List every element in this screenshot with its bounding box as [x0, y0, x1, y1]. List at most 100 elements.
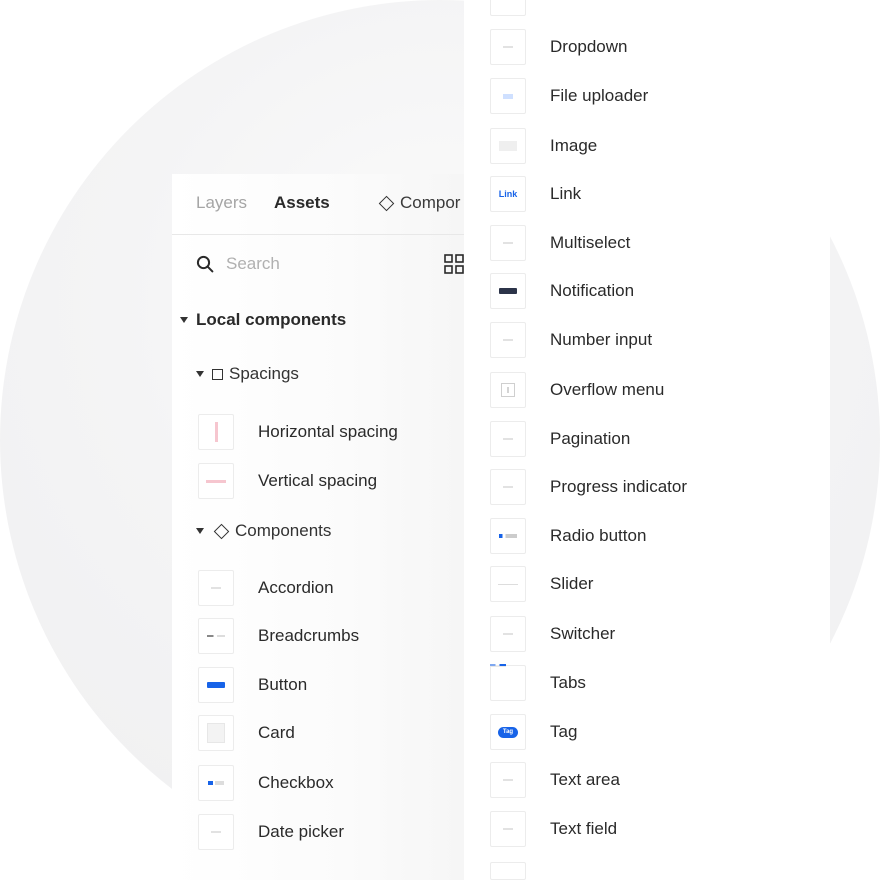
- search-icon: [196, 255, 214, 273]
- asset-item-date-picker[interactable]: Date picker: [198, 813, 344, 851]
- spacings-group-header[interactable]: Spacings: [196, 363, 299, 385]
- accordion-thumbnail: [198, 570, 234, 606]
- tabs-thumbnail: [490, 664, 526, 701]
- asset-item-number-input[interactable]: Number input: [490, 321, 652, 359]
- asset-item-label: Date picker: [258, 822, 344, 841]
- slider-thumbnail: [490, 566, 526, 602]
- asset-item-label: Tag: [550, 722, 578, 741]
- card-thumbnail: [198, 715, 234, 751]
- multiselect-thumbnail: [490, 225, 526, 261]
- local-components-header[interactable]: Local components: [180, 309, 346, 331]
- asset-item-image[interactable]: Image: [490, 127, 597, 165]
- overflow-menu-thumbnail: [490, 372, 526, 408]
- pagination-thumbnail: [490, 421, 526, 457]
- component-diamond-icon: [378, 195, 395, 211]
- asset-item-label: Card: [258, 723, 295, 742]
- asset-item-label: Horizontal spacing: [258, 422, 398, 441]
- asset-item-notification[interactable]: Notification: [490, 272, 634, 310]
- asset-item-breadcrumbs[interactable]: Breadcrumbs: [198, 617, 359, 655]
- asset-item-vertical-spacing[interactable]: Vertical spacing: [198, 462, 377, 500]
- cropped-thumbnail-bottom: [490, 862, 526, 880]
- horizontal-spacing-thumbnail: [198, 414, 234, 450]
- asset-item-label: Pagination: [550, 429, 631, 448]
- asset-item-label: Switcher: [550, 624, 616, 643]
- asset-item-text-area[interactable]: Text area: [490, 761, 620, 799]
- asset-item-label: Checkbox: [258, 773, 334, 792]
- asset-item-label: Dropdown: [550, 37, 628, 56]
- asset-item-label: Overflow menu: [550, 380, 665, 399]
- asset-item-label: Text area: [550, 770, 620, 789]
- asset-item-progress-indicator[interactable]: Progress indicator: [490, 468, 687, 506]
- tab-layers[interactable]: Layers: [196, 193, 248, 212]
- asset-item-label: Text field: [550, 819, 618, 838]
- component-diamond-icon: [213, 523, 230, 539]
- number-input-thumbnail: [490, 322, 526, 358]
- asset-item-label: Button: [258, 675, 308, 694]
- tab-components-label: Compor: [400, 193, 461, 212]
- assets-panel: Layers Assets Compor Local components Sp…: [172, 174, 464, 880]
- asset-item-button[interactable]: Button: [198, 666, 307, 704]
- switcher-thumbnail: [490, 616, 526, 652]
- dropdown-thumbnail: [490, 29, 526, 65]
- grid-view-icon[interactable]: [444, 254, 464, 274]
- asset-item-file-uploader[interactable]: File uploader: [490, 77, 648, 115]
- asset-item-label: Progress indicator: [550, 477, 688, 496]
- asset-item-pagination[interactable]: Pagination: [490, 420, 630, 458]
- asset-item-label: Accordion: [258, 578, 334, 597]
- asset-item-label: Number input: [550, 330, 653, 349]
- vertical-spacing-thumbnail: [198, 463, 234, 499]
- asset-item-tag[interactable]: Tag Tag: [490, 713, 577, 751]
- asset-list-continued: Dropdown File uploader Image Link Link M…: [464, 0, 830, 880]
- spacings-label: Spacings: [229, 364, 299, 383]
- asset-item-label: Multiselect: [550, 233, 631, 252]
- asset-item-label: Vertical spacing: [258, 471, 378, 490]
- asset-item-label: File uploader: [550, 86, 649, 105]
- asset-item-dropdown[interactable]: Dropdown: [490, 28, 628, 66]
- search-bar: [172, 234, 464, 292]
- button-thumbnail: [198, 667, 234, 703]
- asset-item-label: Breadcrumbs: [258, 626, 360, 645]
- asset-item-text-field[interactable]: Text field: [490, 810, 617, 848]
- breadcrumbs-thumbnail: [198, 618, 234, 654]
- asset-item-checkbox[interactable]: Checkbox: [198, 764, 334, 802]
- components-label: Components: [235, 521, 332, 540]
- checkbox-thumbnail: [198, 765, 234, 801]
- caret-down-icon: [180, 317, 188, 323]
- asset-item-slider[interactable]: Slider: [490, 565, 593, 603]
- asset-item-label: Image: [550, 136, 598, 155]
- local-components-label: Local components: [196, 310, 347, 329]
- asset-item-multiselect[interactable]: Multiselect: [490, 224, 630, 262]
- components-group-header[interactable]: Components: [196, 520, 331, 542]
- asset-item-label: Radio button: [550, 526, 647, 545]
- panel-tabs: Layers Assets Compor: [172, 174, 464, 235]
- asset-item-card[interactable]: Card: [198, 714, 295, 752]
- asset-item-label: Notification: [550, 281, 635, 300]
- asset-item-overflow-menu[interactable]: Overflow menu: [490, 371, 664, 409]
- asset-item-accordion[interactable]: Accordion: [198, 569, 334, 607]
- cropped-thumbnail-top: [490, 0, 526, 16]
- asset-item-label: Tabs: [550, 673, 586, 692]
- tag-thumbnail-text: Tag: [498, 726, 518, 738]
- asset-item-tabs[interactable]: Tabs: [490, 664, 586, 702]
- text-field-thumbnail: [490, 811, 526, 847]
- asset-item-switcher[interactable]: Switcher: [490, 615, 615, 653]
- tab-components[interactable]: Compor: [378, 192, 460, 214]
- link-thumbnail: Link: [490, 176, 526, 212]
- image-thumbnail: [490, 128, 526, 164]
- date-picker-thumbnail: [198, 814, 234, 850]
- asset-item-link[interactable]: Link Link: [490, 175, 581, 213]
- asset-item-radio-button[interactable]: Radio button: [490, 517, 646, 555]
- asset-item-label: Link: [550, 184, 582, 203]
- text-area-thumbnail: [490, 762, 526, 798]
- asset-item-horizontal-spacing[interactable]: Horizontal spacing: [198, 413, 398, 451]
- caret-down-icon: [196, 528, 204, 534]
- link-thumbnail-text: Link: [498, 189, 518, 199]
- tab-assets[interactable]: Assets: [274, 193, 330, 212]
- progress-indicator-thumbnail: [490, 469, 526, 505]
- file-uploader-thumbnail: [490, 78, 526, 114]
- tag-thumbnail: Tag: [490, 714, 526, 750]
- caret-down-icon: [196, 371, 204, 377]
- search-input[interactable]: [226, 252, 416, 276]
- radio-button-thumbnail: [490, 518, 526, 554]
- asset-item-label: Slider: [550, 574, 594, 593]
